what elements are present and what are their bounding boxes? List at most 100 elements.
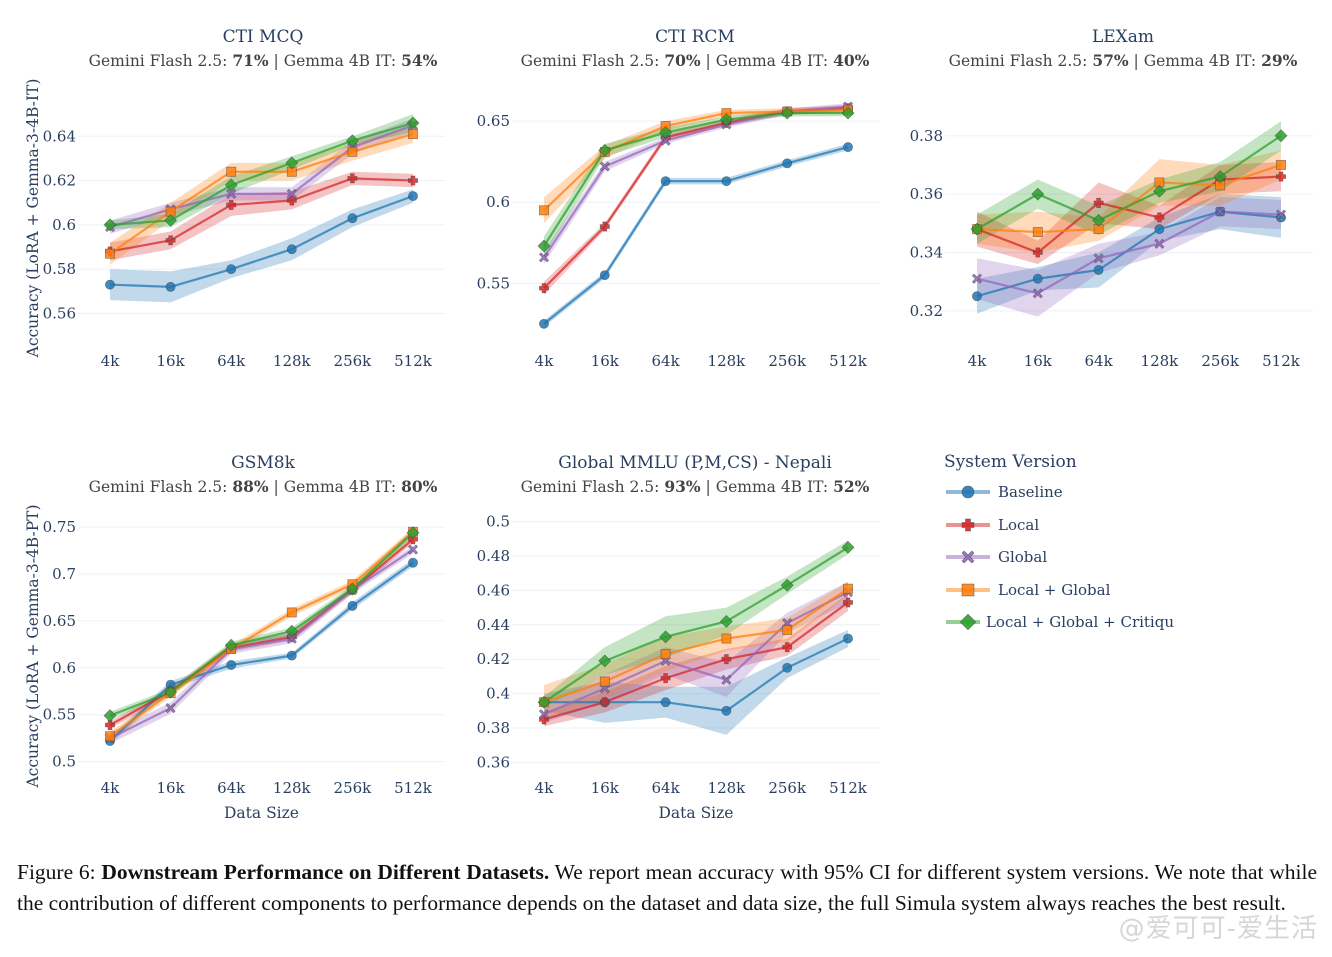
cross-marker-icon <box>946 518 990 532</box>
ci-band-baseline <box>544 629 848 735</box>
diamond-marker-icon <box>946 613 980 631</box>
data-point <box>972 291 982 302</box>
x-tick-label: 256k <box>768 352 807 370</box>
legend-item[interactable]: Local <box>944 509 1174 542</box>
y-tick-label: 0.36 <box>477 753 510 771</box>
series-line-baseline <box>109 195 414 288</box>
subtitle-gemini-value: 93% <box>664 477 701 496</box>
chart-title: Global MMLU (P,M,CS) - Nepali <box>558 453 832 473</box>
legend-items: Baseline Local Global Local + Global Local +… <box>944 476 1174 639</box>
series-line-local-global <box>543 108 849 212</box>
data-point <box>599 676 610 687</box>
data-point <box>721 705 732 716</box>
data-point <box>539 205 549 216</box>
x-tick-label: 4k <box>101 779 121 797</box>
legend-marker <box>961 583 975 597</box>
legend-marker <box>959 613 977 631</box>
x-tick-label: 128k <box>273 352 312 370</box>
watermark: @爱可可-爱生活 <box>1118 914 1318 944</box>
ci-band-local <box>544 593 848 727</box>
chart-svg: GSM8k Gemini Flash 2.5: 88% | Gemma 4B IT… <box>24 453 445 822</box>
data-point <box>286 607 297 618</box>
y-tick-label: 0.32 <box>910 302 943 320</box>
data-point <box>1031 187 1045 201</box>
series-line-global <box>976 210 1282 295</box>
x-tick-label: 256k <box>768 779 807 797</box>
chart-global-mmlu-nepali: Global MMLU (P,M,CS) - Nepali Gemini Flas… <box>440 428 890 852</box>
ci-band-local-global <box>977 150 1281 253</box>
square-marker-icon <box>946 583 990 597</box>
subtitle-gemma-label: Gemma 4B IT: <box>716 52 833 70</box>
chart-title: LEXam <box>1092 27 1154 47</box>
x-tick-label: 4k <box>535 352 555 370</box>
data-point <box>226 166 237 177</box>
series-line-baseline <box>543 146 849 325</box>
data-point <box>843 597 853 608</box>
subtitle-gemma-label: Gemma 4B IT: <box>716 478 833 496</box>
data-point <box>347 146 358 157</box>
data-point <box>1093 253 1104 264</box>
series-line-baseline <box>544 637 849 712</box>
data-point <box>782 662 793 673</box>
subtitle-sep: | <box>701 478 716 496</box>
data-point <box>406 526 420 540</box>
data-point <box>408 534 418 545</box>
data-point <box>105 731 115 742</box>
data-point <box>408 129 418 140</box>
subtitle-gemini-label: Gemini Flash 2.5: <box>89 478 233 496</box>
caption-bold: Downstream Performance on Different Data… <box>101 860 550 884</box>
legend-item[interactable]: Baseline <box>944 476 1174 509</box>
data-point <box>782 625 793 635</box>
series-line-local <box>543 601 849 721</box>
subtitle-sep: | <box>1129 52 1144 70</box>
subtitle-gemini-label: Gemini Flash 2.5: <box>521 52 665 70</box>
x-tick-label: 128k <box>1141 352 1180 370</box>
subtitle-gemma-value: 40% <box>833 51 870 70</box>
data-point <box>1093 197 1104 208</box>
x-tick-label: 16k <box>1024 352 1053 370</box>
x-tick-label: 64k <box>217 352 246 370</box>
y-tick-label: 0.42 <box>477 650 510 668</box>
x-tick-label: 256k <box>334 352 373 370</box>
data-point <box>1215 206 1226 217</box>
legend-item[interactable]: Global <box>944 541 1174 574</box>
data-point <box>1032 247 1043 258</box>
chart-cti-rcm: CTI RCM Gemini Flash 2.5: 70% | Gemma 4B … <box>440 0 890 424</box>
chart-cti-mcq: CTI MCQ Gemini Flash 2.5: 71% | Gemma 4B … <box>0 0 450 424</box>
data-point <box>226 264 237 275</box>
series-line-local <box>109 177 414 253</box>
x-axis-label: Data Size <box>659 804 734 822</box>
ci-band-local-global-critique <box>110 528 413 720</box>
data-point <box>721 654 732 665</box>
subtitle-gemma-value: 52% <box>833 477 870 496</box>
ci-band-local <box>977 162 1281 265</box>
series-line-local-global-critique <box>109 121 414 226</box>
data-point <box>286 188 297 199</box>
legend-item[interactable]: Local + Global + Critiqu <box>944 606 1174 639</box>
data-point <box>164 685 178 699</box>
ci-band-local-global-critique <box>544 540 848 708</box>
legend-item[interactable]: Local + Global <box>944 574 1174 607</box>
ci-band-local-global <box>544 581 848 720</box>
data-point <box>841 106 855 120</box>
legend-label: Local + Global <box>998 580 1111 599</box>
data-point <box>345 134 359 148</box>
subtitle-gemma-label: Gemma 4B IT: <box>284 478 401 496</box>
x-tick-label: 256k <box>1201 352 1240 370</box>
data-point <box>537 695 551 709</box>
data-point <box>721 633 732 644</box>
data-point <box>537 239 551 253</box>
caption-text: We report mean accuracy with 95% CI for … <box>17 860 1317 915</box>
series-line-local-global <box>109 133 414 255</box>
data-point <box>538 709 550 720</box>
x-axis-label: Data Size <box>224 804 299 822</box>
x-tick-label: 16k <box>591 779 620 797</box>
x-tick-label: 512k <box>1262 352 1301 370</box>
data-point <box>286 244 297 255</box>
data-point <box>1032 227 1043 237</box>
ci-band-local-global-critique <box>977 121 1281 244</box>
data-point <box>226 199 237 210</box>
circle-marker-icon <box>946 485 990 499</box>
subtitle-gemma-label: Gemma 4B IT: <box>284 52 401 70</box>
y-tick-label: 0.5 <box>52 753 76 771</box>
